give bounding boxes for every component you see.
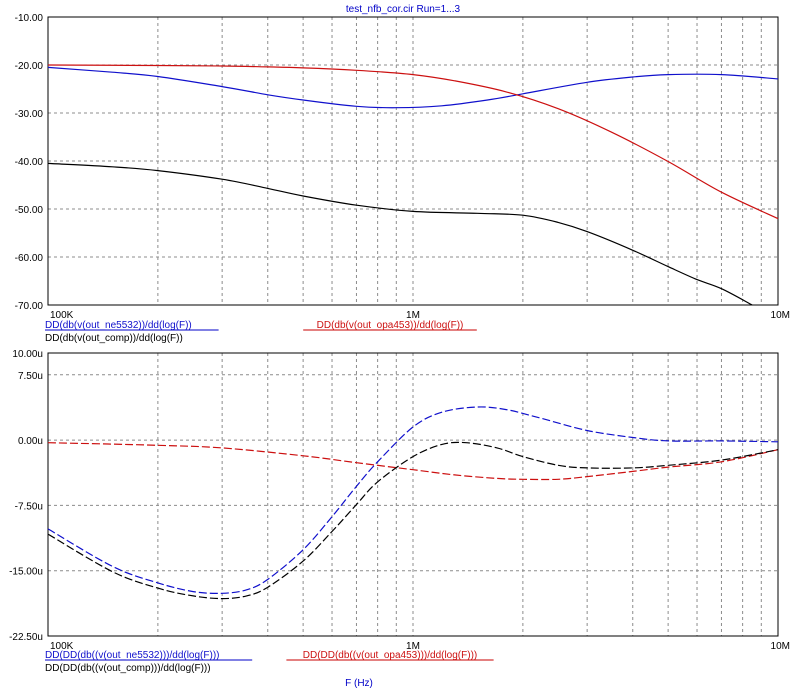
x-tick-label: 100K <box>50 310 74 321</box>
y-tick-label: -60.00 <box>15 253 44 264</box>
x-tick-label: 1M <box>406 310 420 321</box>
series-line <box>47 441 779 600</box>
legend-entry: DD(db(v(out_comp))/dd(log(F)) <box>45 333 183 344</box>
y-tick-label: -40.00 <box>15 157 44 168</box>
legend-entry: DD(DD(db((v(out_comp)))/dd(log(F))) <box>45 663 211 674</box>
series-line <box>47 442 779 481</box>
y-tick-label: 0.00u <box>18 436 43 447</box>
series-line <box>47 64 779 220</box>
y-tick-label: 7.50u <box>18 371 43 382</box>
plot-frame <box>47 16 779 306</box>
legend-entry: DD(db(v(out_opa453))/dd(log(F)) <box>317 320 464 331</box>
series-line <box>47 162 753 306</box>
y-tick-label: -22.50u <box>9 632 43 643</box>
x-tick-label: 100K <box>50 641 74 652</box>
y-tick-label: 10.00u <box>12 349 43 360</box>
series-line <box>47 406 779 594</box>
y-tick-label: -10.00 <box>15 13 44 24</box>
x-axis-label: F (Hz) <box>345 678 373 689</box>
y-tick-label: -7.50u <box>15 501 43 512</box>
y-tick-label: -50.00 <box>15 205 44 216</box>
y-tick-label: -70.00 <box>15 301 44 312</box>
x-tick-label: 10M <box>771 641 790 652</box>
series-line <box>47 66 779 109</box>
y-tick-label: -30.00 <box>15 109 44 120</box>
legend-entry: DD(db(v(out_ne5532))/dd(log(F)) <box>45 320 192 331</box>
legend-entry: DD(DD(db((v(out_ne5532)))/dd(log(F))) <box>45 650 220 661</box>
y-tick-label: -20.00 <box>15 61 44 72</box>
legend-entry: DD(DD(db((v(out_opa453)))/dd(log(F))) <box>303 650 478 661</box>
y-tick-label: -15.00u <box>9 567 43 578</box>
chart-title: test_nfb_cor.cir Run=1...3 <box>346 4 461 15</box>
x-tick-label: 1M <box>406 641 420 652</box>
plot-frame <box>47 352 779 637</box>
x-tick-label: 10M <box>771 310 790 321</box>
